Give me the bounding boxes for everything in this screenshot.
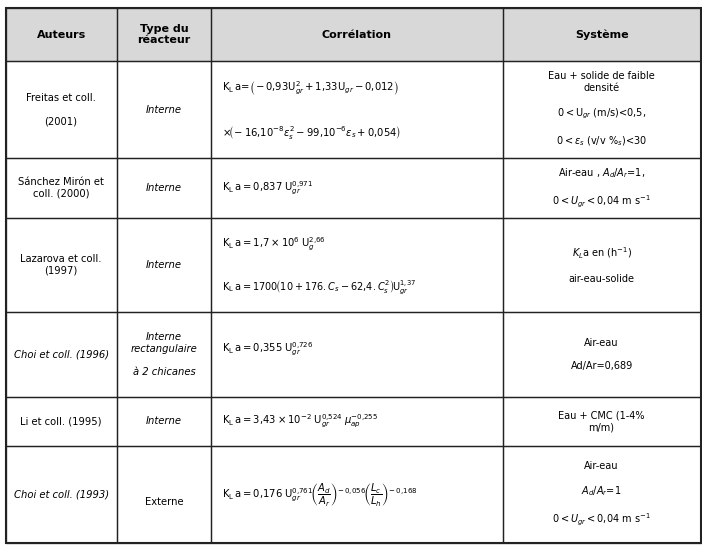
Text: $\mathrm{K_L\,a} = 0{,}176\;\mathrm{U}_{gr}^{0{,}761}\!\left(\dfrac{A_d}{A_r}\ri: $\mathrm{K_L\,a} = 0{,}176\;\mathrm{U}_{… (222, 481, 418, 508)
Bar (503, 8, 701, 61)
Text: Choi et coll. (1996): Choi et coll. (1996) (13, 350, 109, 359)
Text: $\mathrm{K_L\,a} =1700\!\left(10+176.C_s-62{,}4.C_s^{2}\right)\!\mathrm{U}_{gr}^: $\mathrm{K_L\,a} =1700\!\left(10+176.C_s… (222, 278, 416, 296)
Text: Air-eau , $A_d/A_r$=1,

$0 < U_{gr} < 0{,}04$ m s$^{-1}$: Air-eau , $A_d/A_r$=1, $0 < U_{gr} < 0{,… (552, 166, 651, 210)
Bar (211, 218, 503, 312)
Text: Interne: Interne (146, 104, 182, 114)
Bar (211, 446, 503, 543)
Text: Auteurs: Auteurs (37, 30, 86, 40)
Text: Choi et coll. (1993): Choi et coll. (1993) (13, 489, 109, 499)
Text: $\mathrm{K_L\,a} =1{,}7\times10^{6}\;\mathrm{U}_g^{2{,}66}$: $\mathrm{K_L\,a} =1{,}7\times10^{6}\;\ma… (222, 236, 326, 253)
Bar (6, 397, 117, 446)
Text: Corrélation: Corrélation (322, 30, 392, 40)
Text: Interne: Interne (146, 260, 182, 270)
Bar (117, 158, 211, 218)
Bar (211, 312, 503, 397)
Bar (503, 312, 701, 397)
Text: Air-eau

Ad/Ar=0,689: Air-eau Ad/Ar=0,689 (571, 337, 633, 371)
Text: Externe: Externe (145, 497, 183, 507)
Bar (6, 312, 117, 397)
Bar (6, 61, 117, 158)
Bar (117, 218, 211, 312)
Text: Type du
réacteur: Type du réacteur (138, 24, 190, 45)
Bar (117, 61, 211, 158)
Text: Eau + CMC (1-4%
m/m): Eau + CMC (1-4% m/m) (558, 411, 645, 432)
Bar (117, 446, 211, 543)
Text: $\mathrm{K_L\,a} = 0{,}355\;\mathrm{U}_{gr}^{0{,}726}$: $\mathrm{K_L\,a} = 0{,}355\;\mathrm{U}_{… (222, 340, 313, 358)
Bar (6, 158, 117, 218)
Text: Air-eau

$A_d/A_r$=1

$0 < U_{gr} < 0{,}04$ m s$^{-1}$: Air-eau $A_d/A_r$=1 $0 < U_{gr} < 0{,}04… (552, 461, 651, 528)
Bar (503, 218, 701, 312)
Text: $\mathrm{K_L\,a} = 0{,}837\;\mathrm{U}_{gr}^{0{,}971}$: $\mathrm{K_L\,a} = 0{,}837\;\mathrm{U}_{… (222, 179, 313, 197)
Bar (6, 218, 117, 312)
Text: $K_L$a en (h$^{-1}$)

air-eau-solide: $K_L$a en (h$^{-1}$) air-eau-solide (569, 246, 635, 284)
Bar (117, 397, 211, 446)
Text: Interne: Interne (146, 416, 182, 427)
Text: Interne
rectangulaire

à 2 chicanes: Interne rectangulaire à 2 chicanes (131, 332, 197, 377)
Bar (117, 8, 211, 61)
Bar (6, 446, 117, 543)
Text: Système: Système (575, 30, 628, 40)
Bar (6, 8, 117, 61)
Text: Lazarova et coll.
(1997): Lazarova et coll. (1997) (20, 254, 102, 276)
Bar (503, 397, 701, 446)
Text: Li et coll. (1995): Li et coll. (1995) (20, 416, 102, 427)
Bar (211, 397, 503, 446)
Text: Eau + solide de faible
densité

$0<\mathrm{U}_{gr}$ (m/s)<0,5,

$0<\varepsilon_s: Eau + solide de faible densité $0<\mathr… (548, 71, 655, 148)
Text: $\mathrm{K_L\,a} = 3{,}43\times10^{-2}\;\mathrm{U}_{gr}^{0{,}524}\;\mu_{ap}^{-0{: $\mathrm{K_L\,a} = 3{,}43\times10^{-2}\;… (222, 412, 378, 430)
Bar (6, 8, 701, 61)
Text: Freitas et coll.

(2001): Freitas et coll. (2001) (26, 93, 96, 126)
Bar (503, 446, 701, 543)
Bar (117, 312, 211, 397)
Bar (211, 8, 503, 61)
Bar (211, 158, 503, 218)
Text: Interne: Interne (146, 183, 182, 193)
Bar (211, 61, 503, 158)
Bar (503, 61, 701, 158)
Text: $\times\!\left(\!-16{,}10^{-8}\varepsilon_s^{2}-99{,}10^{-6}\varepsilon_s+0{,}05: $\times\!\left(\!-16{,}10^{-8}\varepsilo… (222, 124, 401, 141)
Text: $\mathrm{K_L\,a}\!=\!\left(\!-0{,}93\mathrm{U}_{gr}^{2}+1{,}33\mathrm{U}_{gr}-0{: $\mathrm{K_L\,a}\!=\!\left(\!-0{,}93\mat… (222, 79, 399, 97)
Bar (503, 158, 701, 218)
Text: Sánchez Mirón et
coll. (2000): Sánchez Mirón et coll. (2000) (18, 177, 104, 199)
